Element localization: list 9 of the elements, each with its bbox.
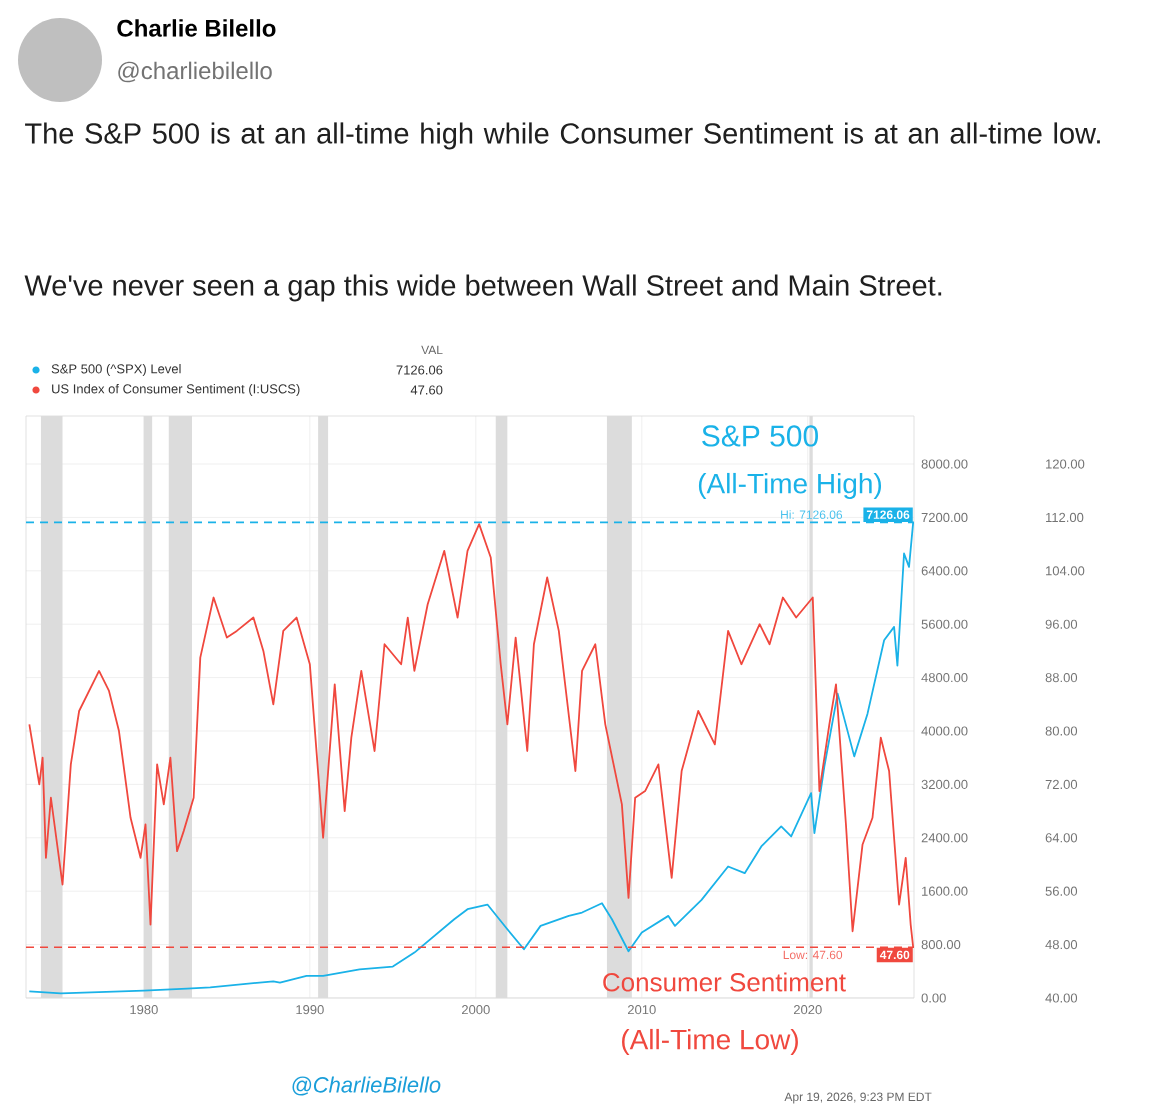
chart-title: The S&P 500 is at an all-time high while Consumer Sentiment is at an all-time low. (25, 122, 1100, 150)
annotation: Consumer Sentiment (603, 972, 846, 992)
text: (All-Time Low) (622, 1028, 798, 1056)
text: @charliebilello (118, 61, 272, 83)
text: Charlie Bilello (117, 19, 276, 37)
chart-subtitle: We've never seen a gap this wide between Wall Street and Main Street. (24, 274, 942, 302)
annotation: (All-Time High) (698, 472, 882, 500)
text: @CharlieBilello (292, 1076, 441, 1096)
annotation: S&P 500 (702, 425, 818, 447)
